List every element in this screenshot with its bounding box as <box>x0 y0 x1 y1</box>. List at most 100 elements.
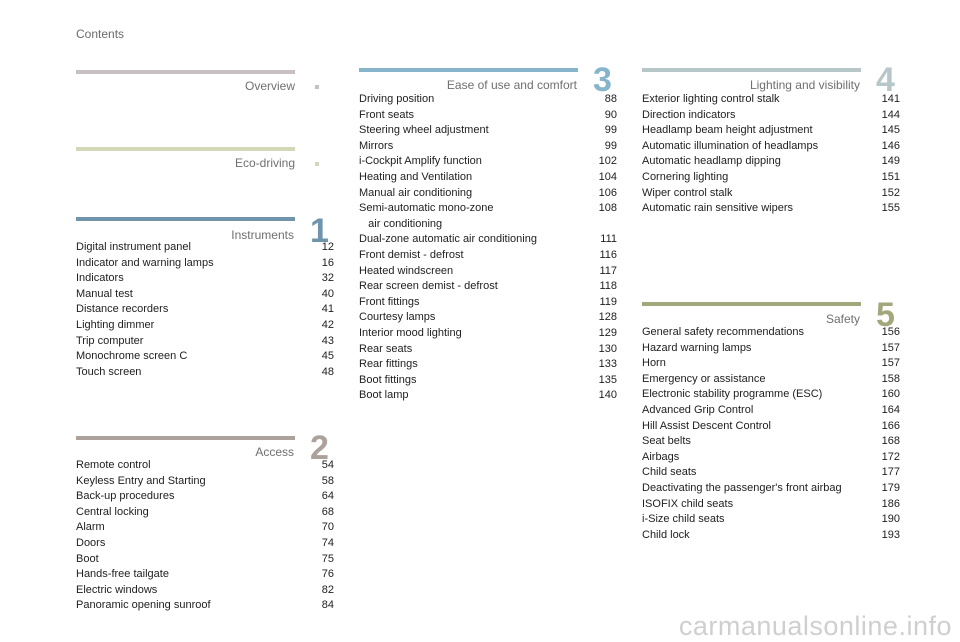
toc-entry[interactable]: Horn 157 <box>642 356 900 372</box>
toc-entry[interactable]: Boot lamp 140 <box>359 388 617 404</box>
toc-entry[interactable]: Deactivating the passenger's front airba… <box>642 481 900 497</box>
toc-entry[interactable]: Hands-free tailgate 76 <box>76 567 334 583</box>
toc-entry[interactable]: Airbags 172 <box>642 450 900 466</box>
entry-title: Remote control <box>76 459 151 471</box>
entry-page-number: 82 <box>321 583 334 596</box>
entry-title: Wiper control stalk <box>642 186 733 199</box>
toc-entry[interactable]: Rear fittings 133 <box>359 357 617 373</box>
toc-entry[interactable]: Advanced Grip Control 164 <box>642 403 900 419</box>
toc-entry[interactable]: Seat belts 168 <box>642 434 900 450</box>
toc-entry[interactable]: Electronic stability programme (ESC) 160 <box>642 387 900 403</box>
section-ease-of-use: Ease of use and comfort 3 Driving positi… <box>359 63 617 416</box>
entry-page-number: 90 <box>604 108 617 121</box>
toc-entry[interactable]: i-Cockpit Amplify function 102 <box>359 154 617 170</box>
toc-entry[interactable]: General safety recommendations 156 <box>642 325 900 341</box>
toc-entry[interactable]: Back-up procedures 64 <box>76 489 334 505</box>
toc-entry[interactable]: Heating and Ventilation 104 <box>359 170 617 186</box>
entry-page-number: 68 <box>321 505 334 518</box>
entry-title: Headlamp beam height adjustment <box>642 124 813 137</box>
entry-page-number: 186 <box>881 497 900 510</box>
entry-title: Airbags <box>642 450 680 463</box>
toc-entry[interactable]: Child seats 177 <box>642 465 900 481</box>
section-bar <box>359 68 578 72</box>
toc-entry[interactable]: Rear seats 130 <box>359 342 617 358</box>
toc-entry[interactable]: Dual-zone automatic air conditioning 111 <box>359 232 617 248</box>
entry-page-number: 76 <box>321 568 334 581</box>
toc-entry[interactable]: Remote control 54 <box>76 458 334 474</box>
toc-entry[interactable]: Front fittings 119 <box>359 295 617 311</box>
entry-page-number: 70 <box>321 521 334 534</box>
toc-entry[interactable]: Direction indicators 144 <box>642 108 900 124</box>
entry-page-number: 111 <box>600 233 617 246</box>
toc-entry[interactable]: Front seats 90 <box>359 108 617 124</box>
entry-page-number: 45 <box>321 350 334 363</box>
entry-page-number: 106 <box>598 186 617 199</box>
toc-entry[interactable]: Emergency or assistance 158 <box>642 372 900 388</box>
entry-page-number: 64 <box>321 490 334 503</box>
entry-title: Trip computer <box>76 334 144 347</box>
toc-entry[interactable]: Trip computer 43 <box>76 334 334 350</box>
entry-page-number: 84 <box>321 599 334 612</box>
toc-entry[interactable]: Central locking 68 <box>76 505 334 521</box>
toc-entry[interactable]: Alarm 70 <box>76 520 334 536</box>
toc-entry[interactable]: Hill Assist Descent Control 166 <box>642 419 900 435</box>
section-number: 4 <box>876 61 895 99</box>
toc-entry[interactable]: Electric windows 82 <box>76 583 334 599</box>
toc-entry[interactable]: Manual air conditioning 106 <box>359 186 617 202</box>
toc-entry[interactable]: Boot 75 <box>76 552 334 568</box>
toc-entry[interactable]: Indicator and warning lamps 16 <box>76 256 334 272</box>
toc-entry[interactable]: Digital instrument panel 12 <box>76 240 334 256</box>
toc-entry[interactable]: Wiper control stalk 152 <box>642 186 900 202</box>
toc-entry[interactable]: Interior mood lighting 129 <box>359 326 617 342</box>
toc-entry[interactable]: Courtesy lamps 128 <box>359 310 617 326</box>
section-overview[interactable]: Overview <box>76 68 336 98</box>
entry-title: Boot <box>76 552 99 565</box>
toc-entry[interactable]: Semi-automatic mono-zone air conditionin… <box>359 201 617 232</box>
entry-title: Front demist - defrost <box>359 248 464 261</box>
entry-page-number: 116 <box>599 248 617 261</box>
entry-title: Semi-automatic mono-zone air conditionin… <box>359 202 494 230</box>
entry-page-number: 129 <box>598 326 617 339</box>
toc-entry[interactable]: Keyless Entry and Starting 58 <box>76 474 334 490</box>
entry-page-number: 42 <box>321 318 334 331</box>
toc-entry[interactable]: Child lock 193 <box>642 528 900 544</box>
toc-entry[interactable]: Exterior lighting control stalk 141 <box>642 92 900 108</box>
toc-entry[interactable]: Driving position 88 <box>359 92 617 108</box>
section-bar <box>642 68 861 72</box>
toc-entry[interactable]: Monochrome screen C 45 <box>76 349 334 365</box>
toc-entry[interactable]: Distance recorders 41 <box>76 302 334 318</box>
toc-entry[interactable]: Indicators 32 <box>76 271 334 287</box>
entry-title: Direction indicators <box>642 108 736 121</box>
toc-entry[interactable]: Automatic headlamp dipping 149 <box>642 154 900 170</box>
section-instruments: Instruments 1 Digital instrument panel 12… <box>76 214 334 386</box>
toc-entry[interactable]: Front demist - defrost 116 <box>359 248 617 264</box>
toc-entry[interactable]: Lighting dimmer 42 <box>76 318 334 334</box>
entry-page-number: 157 <box>881 341 900 354</box>
toc-entry[interactable]: Manual test 40 <box>76 287 334 303</box>
toc-entry[interactable]: Panoramic opening sunroof 84 <box>76 598 334 614</box>
entry-list: Driving position 88 Front seats 90 Steering … <box>359 92 617 404</box>
toc-entry[interactable]: ISOFIX child seats 186 <box>642 497 900 513</box>
entry-page-number: 155 <box>881 202 900 215</box>
toc-entry[interactable]: Doors 74 <box>76 536 334 552</box>
entry-title: Child lock <box>642 528 690 541</box>
toc-entry[interactable]: Hazard warning lamps 157 <box>642 341 900 357</box>
toc-entry[interactable]: Heated windscreen 117 <box>359 264 617 280</box>
entry-page-number: 152 <box>881 186 900 199</box>
toc-entry[interactable]: Cornering lighting 151 <box>642 170 900 186</box>
toc-entry[interactable]: Automatic illumination of headlamps 146 <box>642 139 900 155</box>
toc-entry[interactable]: Steering wheel adjustment 99 <box>359 123 617 139</box>
entry-title: Cornering lighting <box>642 170 729 183</box>
toc-entry[interactable]: i-Size child seats 190 <box>642 512 900 528</box>
entry-page-number: 88 <box>604 93 617 105</box>
entry-title: Horn <box>642 357 666 370</box>
section-title: Ease of use and comfort <box>446 78 577 92</box>
toc-entry[interactable]: Mirrors 99 <box>359 139 617 155</box>
toc-entry[interactable]: Headlamp beam height adjustment 145 <box>642 123 900 139</box>
toc-entry[interactable]: Rear screen demist - defrost 118 <box>359 279 617 295</box>
section-bar <box>76 217 295 221</box>
toc-entry[interactable]: Touch screen 48 <box>76 365 334 381</box>
toc-entry[interactable]: Automatic rain sensitive wipers 155 <box>642 201 900 217</box>
section-eco-driving[interactable]: Eco-driving <box>76 145 336 175</box>
toc-entry[interactable]: Boot fittings 135 <box>359 373 617 389</box>
